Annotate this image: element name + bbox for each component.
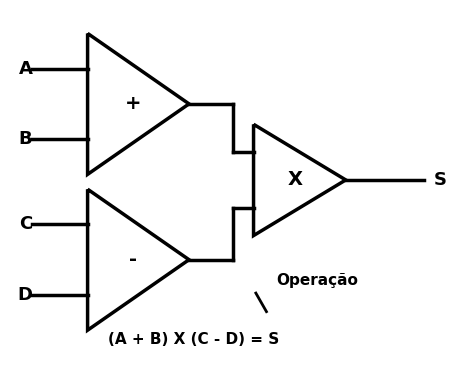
Text: C: C — [19, 216, 32, 233]
Text: Operação: Operação — [277, 273, 359, 288]
Text: A: A — [18, 60, 32, 78]
Text: D: D — [18, 286, 33, 304]
Text: -: - — [129, 250, 137, 269]
Text: X: X — [288, 170, 302, 190]
Text: (A + B) X (C - D) = S: (A + B) X (C - D) = S — [108, 332, 279, 347]
Text: +: + — [125, 94, 142, 114]
Text: B: B — [18, 130, 32, 148]
Text: S: S — [434, 171, 447, 189]
